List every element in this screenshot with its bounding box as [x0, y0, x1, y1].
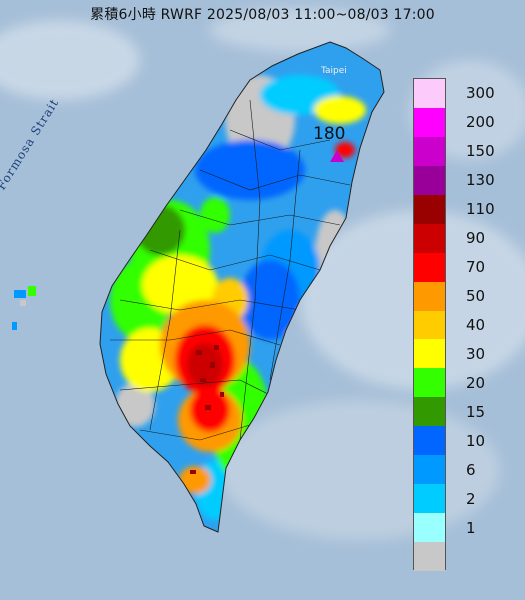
legend-label: 6 — [466, 460, 476, 479]
legend-swatch — [414, 281, 445, 312]
city-label: Taipei — [321, 66, 347, 76]
legend-label: 1 — [466, 518, 476, 537]
max-rain-marker — [330, 150, 344, 162]
max-value-label: 180 — [313, 124, 346, 144]
legend-label: 150 — [466, 142, 495, 161]
legend-swatch — [414, 194, 445, 225]
legend-swatch — [414, 368, 445, 398]
legend-label: 2 — [466, 489, 476, 508]
legend-label: 130 — [466, 171, 495, 190]
coastline — [99, 41, 385, 533]
rainfall-field — [110, 75, 366, 520]
legend-label: 30 — [466, 344, 486, 363]
color-legend — [413, 78, 446, 572]
legend-swatch — [414, 426, 445, 456]
legend-label: 90 — [466, 229, 486, 248]
map-title: 累積6小時 RWRF 2025/08/03 11:00~08/03 17:00 — [90, 7, 435, 23]
legend-swatch — [414, 136, 445, 167]
legend-swatch — [414, 165, 445, 196]
legend-label: 40 — [466, 316, 486, 334]
legend-label: 300 — [466, 84, 495, 103]
legend-label: 200 — [466, 113, 495, 132]
legend-swatch — [414, 79, 445, 109]
legend-swatch — [414, 223, 445, 254]
legend-swatch — [414, 455, 445, 485]
legend-swatch — [414, 542, 445, 572]
penghu-islands — [12, 286, 36, 330]
legend-swatch — [414, 107, 445, 138]
legend-swatch — [414, 310, 445, 340]
legend-label: 10 — [466, 431, 486, 450]
legend-label: 20 — [466, 373, 486, 392]
boundaries — [110, 99, 351, 441]
legend-label: 70 — [466, 258, 486, 277]
legend-swatch — [414, 484, 445, 514]
legend-swatch — [414, 252, 445, 283]
legend-label: 15 — [466, 402, 486, 421]
legend-swatch — [414, 397, 445, 427]
legend-swatch — [414, 513, 445, 543]
legend-label: 110 — [466, 200, 495, 219]
legend-swatch — [414, 339, 445, 369]
legend-label: 50 — [466, 287, 486, 306]
